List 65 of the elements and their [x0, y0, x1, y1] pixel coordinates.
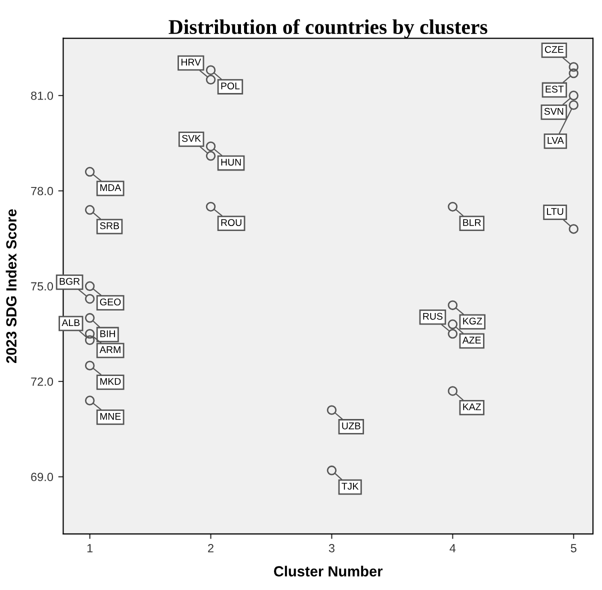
point	[84, 294, 95, 304]
point	[448, 300, 458, 310]
annotation: MNE	[100, 413, 121, 420]
x-tick-label: 4	[450, 544, 456, 552]
annotation: CZE	[544, 46, 564, 53]
point	[84, 281, 95, 292]
point	[206, 74, 216, 85]
point	[84, 396, 95, 406]
point	[84, 335, 95, 346]
annotation: TJK	[342, 482, 359, 490]
y-tick-label: 69.0	[31, 472, 54, 482]
annotation: ARM	[100, 346, 120, 353]
point	[448, 386, 458, 396]
point	[326, 466, 337, 476]
x-tick-label: 2	[208, 544, 214, 552]
annotation: HUN	[221, 158, 241, 166]
annotation: POL	[221, 82, 240, 90]
point	[84, 166, 95, 177]
annotation: SVK	[182, 134, 201, 142]
annotation: MKD	[100, 378, 121, 385]
point	[568, 68, 578, 78]
annotation: ALB	[62, 319, 80, 326]
point	[448, 202, 458, 212]
point	[568, 224, 578, 234]
x-tick-label: 5	[570, 544, 576, 552]
annotation: GEO	[100, 298, 121, 306]
annotation: SRB	[100, 222, 120, 230]
x-tick-label: 3	[328, 544, 334, 552]
x-tick-label: 1	[87, 544, 93, 552]
point	[84, 205, 95, 215]
annotation: KAZ	[463, 403, 481, 410]
x-axis-title: Cluster Number	[274, 566, 383, 576]
point	[206, 151, 216, 161]
y-tick-label: 75.0	[31, 282, 54, 291]
point	[568, 100, 578, 110]
annotation: RUS	[423, 312, 442, 320]
point	[84, 328, 95, 339]
annotation: BIH	[100, 330, 115, 338]
y-axis-title: 2023 SDG Index Score	[6, 209, 17, 364]
annotation: LTU	[547, 208, 564, 215]
annotation: UZB	[342, 422, 360, 430]
annotation: AZE	[462, 336, 481, 344]
point	[568, 90, 578, 100]
chart-title: Distribution of countries by clusters	[168, 19, 488, 38]
annotation: BLR	[463, 219, 481, 226]
point	[568, 62, 578, 72]
annotation: HRV	[181, 58, 202, 66]
annotation: LVA	[548, 137, 564, 144]
annotation: ROU	[221, 219, 242, 226]
point	[84, 360, 95, 370]
annotation: EST	[546, 86, 564, 93]
point	[84, 313, 95, 323]
annotation: BGR	[60, 278, 80, 285]
point	[206, 202, 216, 212]
point	[206, 65, 216, 75]
point	[326, 405, 337, 415]
point	[448, 319, 458, 330]
y-tick-label: 78.0	[31, 186, 54, 196]
y-tick-label: 81.0	[31, 92, 54, 100]
annotation: MDA	[100, 184, 122, 191]
annotation: SVN	[544, 108, 564, 115]
point	[206, 142, 216, 152]
annotation: KGZ	[463, 318, 482, 324]
y-tick-label: 72.0	[31, 377, 54, 386]
point	[448, 328, 458, 339]
